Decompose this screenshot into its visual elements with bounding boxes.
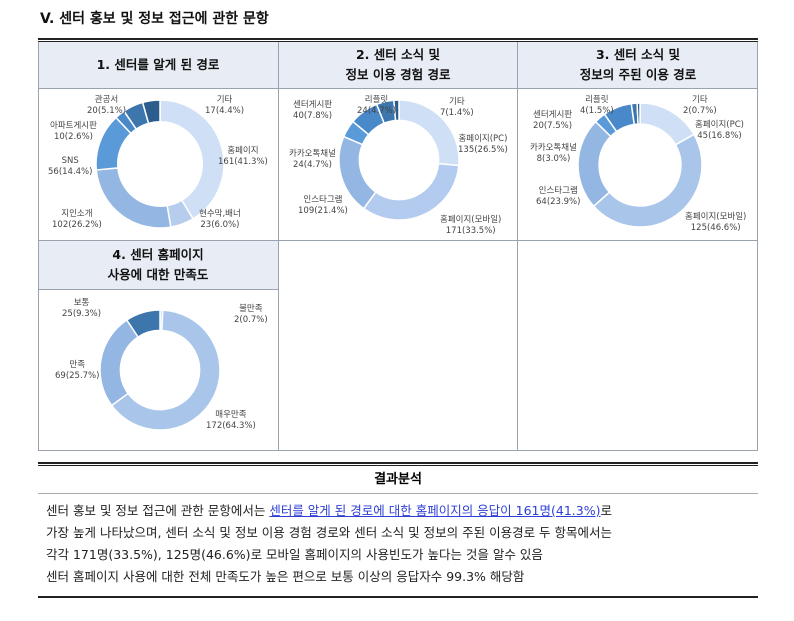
slice-label: 만족 69(25.7%) [55, 360, 100, 381]
slice-label: 불만족 2(0.7%) [234, 304, 268, 325]
chart4-title-line1: 4. 센터 홈페이지 [112, 247, 204, 262]
chart2-title-line1: 2. 센터 소식 및 [355, 47, 440, 62]
slice-label: 홈페이지(모바일) 125(46.6%) [685, 212, 747, 233]
analysis-top-border-inner [38, 465, 758, 466]
chart4-title-line2: 사용에 대한 만족도 [107, 267, 209, 282]
divider [38, 289, 278, 290]
chart1-title: 1. 센터를 알게 된 경로 [96, 57, 220, 72]
analysis-line-4: 센터 홈페이지 사용에 대한 전체 만족도가 높은 편으로 보통 이상의 응답자… [46, 569, 525, 584]
analysis-text: 센터 홍보 및 정보 접근에 관한 문항에서는 센터를 알게 된 경로에 대한 … [46, 500, 756, 588]
slice-label: 아파트게시판 10(2.6%) [50, 121, 97, 142]
section-title: V. 센터 홍보 및 정보 접근에 관한 문항 [40, 11, 269, 27]
donut-slice [110, 309, 221, 431]
divider [757, 42, 758, 450]
slice-label: 홈페이지(모바일) 171(33.5%) [440, 215, 502, 236]
slice-label: 인스타그램 109(21.4%) [298, 195, 348, 216]
divider [38, 42, 39, 450]
table-top-border-inner [38, 41, 758, 42]
divider [38, 450, 758, 451]
table-top-border [38, 38, 758, 40]
donut-slice [99, 318, 140, 407]
slice-label: 기타 7(1.4%) [440, 97, 474, 118]
slice-label: 리플릿 4(1.5%) [580, 95, 614, 116]
slice-label: 관공서 20(5.1%) [87, 95, 127, 116]
slice-label: 매우만족 172(64.3%) [206, 410, 256, 431]
divider [517, 42, 518, 450]
donut-slice [393, 99, 400, 122]
chart1-header: 1. 센터를 알게 된 경로 [38, 42, 278, 88]
chart2-title-line2: 정보 이용 경험 경로 [345, 67, 451, 82]
slice-label: 리플릿 24(4.7%) [357, 95, 397, 116]
slice-label: 카카오톡채널 8(3.0%) [530, 143, 577, 164]
analysis-top-border [38, 462, 758, 464]
slice-label: 지인소개 102(26.2%) [52, 209, 102, 230]
chart3-title-line2: 정보의 주된 이용 경로 [579, 67, 697, 82]
divider [38, 88, 758, 89]
divider [38, 240, 758, 241]
slice-label: 카카오톡채널 24(4.7%) [289, 149, 336, 170]
chart2-header: 2. 센터 소식 및 정보 이용 경험 경로 [279, 42, 517, 88]
donut-slice [592, 133, 703, 228]
chart3-header: 3. 센터 소식 및 정보의 주된 이용 경로 [518, 42, 758, 88]
slice-label: 보통 25(9.3%) [62, 298, 102, 319]
slice-label: 홈페이지(PC) 45(16.8%) [695, 120, 744, 141]
chart3-title-line1: 3. 센터 소식 및 [595, 47, 680, 62]
slice-label: SNS 56(14.4%) [48, 156, 93, 177]
slice-label: 기타 2(0.7%) [683, 95, 717, 116]
slice-label: 기타 17(4.4%) [205, 95, 245, 116]
slice-label: 홈페이지(PC) 135(26.5%) [458, 134, 508, 155]
divider [278, 42, 279, 450]
analysis-line-3: 각각 171명(33.5%), 125명(46.6%)로 모바일 홈페이지의 사… [46, 547, 543, 562]
slice-label: 홈페이지 161(41.3%) [218, 146, 268, 167]
donut-slice [125, 309, 161, 339]
analysis-heading: 결과분석 [38, 467, 758, 494]
slice-label: 센터게시판 20(7.5%) [533, 110, 573, 131]
slice-label: 인스타그램 64(23.9%) [536, 186, 581, 207]
donut-slice [141, 99, 161, 125]
donut-slice [636, 102, 641, 125]
analysis-line-1: 센터 홍보 및 정보 접근에 관한 문항에서는 센터를 알게 된 경로에 대한 … [46, 503, 612, 518]
analysis-line-2: 가장 높게 나타났으며, 센터 소식 및 정보 이용 경험 경로와 센터 소식 … [46, 525, 613, 540]
slice-label: 센터게시판 40(7.8%) [293, 100, 333, 121]
highlighted-text: 센터를 알게 된 경로에 대한 홈페이지의 응답이 161명(41.3%) [269, 503, 601, 518]
slice-label: 현수막,배너 23(6.0%) [199, 209, 241, 230]
analysis-bottom-border [38, 596, 758, 598]
chart4-header: 4. 센터 홈페이지 사용에 대한 만족도 [38, 241, 278, 289]
